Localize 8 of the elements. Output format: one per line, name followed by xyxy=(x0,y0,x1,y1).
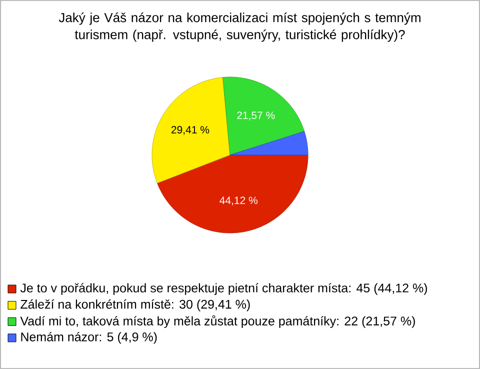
chart-title: Jaký je Váš názor na komercializaci míst spojených s temným turismem (např. vstupné, suvenýry, turistické prohlídky)? xyxy=(58,12,420,42)
data-label: 21,57 % xyxy=(237,112,275,120)
legend-label: Záleží na konkrétním místě: 30 (29,41 %) xyxy=(20,299,250,312)
data-label: 44,12 % xyxy=(220,196,258,206)
data-label: 29,41 % xyxy=(171,126,210,135)
legend-label: Nemám názor: 5 (4,9 %) xyxy=(21,332,157,344)
legend-label: Je to v pořádku, pokud se respektuje pietní charakter místa: 45 (44,12 %) xyxy=(20,283,428,295)
legend-label: Vadí mi to, taková místa by měla zůstat pouze památníky: 22 (21,57 %) xyxy=(20,315,415,328)
